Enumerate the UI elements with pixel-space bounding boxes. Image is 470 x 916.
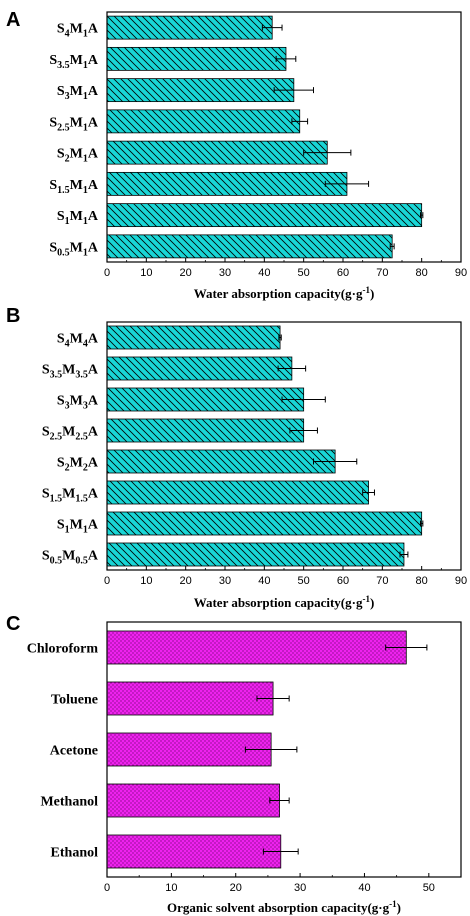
- bar: [106, 834, 282, 869]
- bar: [106, 46, 287, 71]
- x-axis-label: Organic solvent absorption capacity(g·g-…: [167, 899, 401, 915]
- category-label: Acetone: [50, 744, 98, 759]
- panel-letter: B: [6, 305, 20, 327]
- bar: [106, 171, 348, 196]
- x-tick-label: 80: [416, 267, 428, 279]
- bar: [106, 78, 295, 103]
- bar: [106, 480, 369, 505]
- x-tick-label: 10: [140, 267, 152, 279]
- panel-letter: C: [6, 613, 20, 635]
- x-tick-label: 10: [165, 882, 177, 894]
- x-tick-label: 30: [219, 267, 231, 279]
- x-tick-label: 90: [455, 575, 467, 587]
- category-label: S3M3A: [57, 394, 99, 412]
- x-tick-label: 90: [455, 267, 467, 279]
- panel-c: C Chloroform Toluene Acetone Methanol Ethanol…: [6, 613, 462, 915]
- category-label: S0.5M0.5A: [42, 549, 99, 567]
- x-axis-label: Water absorption capacity(g·g-1): [194, 594, 375, 610]
- category-label: S2.5M1A: [49, 115, 99, 133]
- category-label: S2M2A: [57, 456, 99, 474]
- category-label: S1.5M1A: [49, 178, 99, 196]
- x-tick-label: 50: [298, 575, 310, 587]
- x-tick-label: 60: [337, 267, 349, 279]
- panel-a: A S4M1A S3.5M1A S3M1A S2.5M1A S2M1A S1.5M1A S1M…: [6, 9, 467, 301]
- bar: [106, 15, 273, 40]
- category-label: S4M1A: [57, 22, 99, 40]
- x-tick-label: 40: [258, 267, 270, 279]
- x-tick-label: 20: [180, 267, 192, 279]
- plot-frame: [106, 621, 462, 878]
- category-label: S1M1A: [57, 209, 99, 227]
- x-tick-label: 0: [104, 882, 110, 894]
- bar: [106, 387, 305, 412]
- x-axis-label: Water absorption capacity(g·g-1): [194, 285, 375, 301]
- category-label: Methanol: [40, 795, 98, 810]
- x-tick-label: 70: [376, 267, 388, 279]
- bar: [106, 783, 280, 818]
- x-tick-label: 50: [423, 882, 435, 894]
- x-tick-label: 40: [358, 882, 370, 894]
- category-label: S3.5M3.5A: [42, 363, 99, 381]
- bar: [106, 630, 407, 665]
- x-tick-label: 10: [140, 575, 152, 587]
- bar: [106, 203, 423, 228]
- category-label: Chloroform: [27, 642, 99, 657]
- category-label: S2.5M2.5A: [42, 425, 99, 443]
- x-tick-label: 40: [258, 575, 270, 587]
- bar: [106, 511, 423, 536]
- bar: [106, 418, 305, 443]
- category-label: S3M1A: [57, 84, 99, 102]
- category-label: S0.5M1A: [49, 240, 99, 258]
- bar: [106, 325, 281, 350]
- category-label: S2M1A: [57, 147, 99, 165]
- category-label: S3.5M1A: [49, 53, 99, 71]
- bar: [106, 356, 293, 381]
- category-label: S1.5M1.5A: [42, 487, 99, 505]
- x-tick-label: 30: [219, 575, 231, 587]
- x-tick-label: 0: [104, 575, 110, 587]
- category-label: S1M1A: [57, 518, 99, 536]
- category-label: Toluene: [51, 693, 98, 708]
- x-tick-label: 20: [180, 575, 192, 587]
- bar: [106, 140, 328, 165]
- category-label: S4M4A: [57, 332, 99, 350]
- panel-b: B S4M4A S3.5M3.5A S3M3A S2.5M2.5A S2M2A S1.5M1…: [6, 305, 467, 610]
- bar: [106, 109, 301, 134]
- x-tick-label: 60: [337, 575, 349, 587]
- x-tick-label: 50: [298, 267, 310, 279]
- bar: [106, 732, 272, 767]
- bar: [106, 681, 274, 716]
- bar: [106, 234, 393, 259]
- x-tick-label: 0: [104, 267, 110, 279]
- x-tick-label: 80: [416, 575, 428, 587]
- x-tick-label: 70: [376, 575, 388, 587]
- panels-layer: A S4M1A S3.5M1A S3M1A S2.5M1A S2M1A S1.5M1A S1M…: [6, 9, 467, 915]
- x-tick-label: 30: [294, 882, 306, 894]
- category-label: Ethanol: [51, 846, 99, 861]
- x-tick-label: 20: [230, 882, 242, 894]
- bar: [106, 542, 405, 567]
- panel-letter: A: [6, 9, 20, 31]
- bar: [106, 449, 336, 474]
